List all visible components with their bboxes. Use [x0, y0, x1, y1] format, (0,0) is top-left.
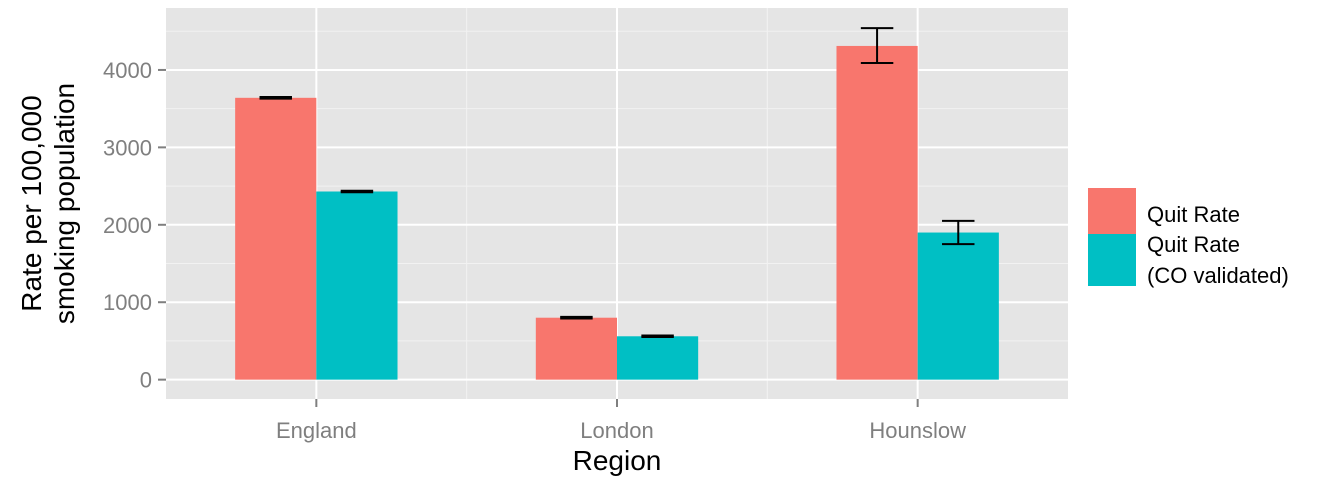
y-tick-label: 2000 [103, 213, 152, 238]
legend-key-quit-rate [1088, 188, 1136, 234]
y-tick-label: 1000 [103, 290, 152, 315]
x-tick-label: Hounslow [869, 418, 966, 443]
x-tick-label: London [580, 418, 653, 443]
bar [917, 232, 999, 380]
y-axis-title-line-1: Rate per 100,000 [16, 95, 47, 311]
bar [235, 97, 317, 380]
y-tick-label: 4000 [103, 58, 152, 83]
bar [617, 336, 699, 380]
error-bar [641, 334, 674, 339]
error-bar [259, 96, 292, 100]
legend-key-quit-rate-co-validated [1088, 234, 1136, 286]
legend-label-quit-rate: Quit Rate [1147, 202, 1240, 227]
x-axis-title: Region [573, 445, 662, 476]
bar [836, 45, 918, 380]
y-tick-label: 0 [140, 368, 152, 393]
bar [316, 191, 398, 380]
legend-label-quit-rate-co-line-2: (CO validated) [1147, 263, 1289, 288]
y-axis-title-line-2: smoking population [49, 83, 80, 324]
error-bar [860, 27, 894, 64]
error-bar [340, 189, 374, 194]
legend-label-quit-rate-co-line-1: Quit Rate [1147, 232, 1240, 257]
y-tick-label: 3000 [103, 135, 152, 160]
bars [235, 45, 999, 380]
error-bars [259, 27, 975, 339]
x-tick-label: England [276, 418, 357, 443]
error-bar [942, 219, 975, 246]
bar [535, 317, 617, 380]
axes: 0 1000 2000 3000 4000 England London Hounslow [103, 58, 966, 443]
error-bar [560, 315, 593, 320]
legend: Quit Rate Quit Rate (CO validated) [1088, 188, 1289, 288]
